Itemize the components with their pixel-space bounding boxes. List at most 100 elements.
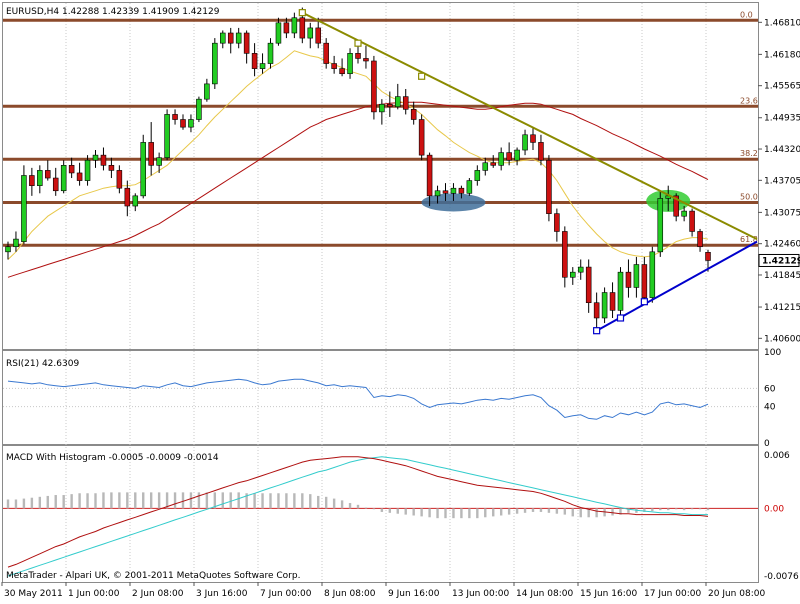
candle-body xyxy=(522,134,528,151)
rsi-label: RSI(21) 42.6309 xyxy=(6,359,79,369)
candle-body xyxy=(204,83,210,100)
price-tick-label: 1.42460 xyxy=(764,240,800,250)
candle-body xyxy=(267,42,274,64)
downtrend-line xyxy=(301,11,758,240)
macd-main-line xyxy=(7,456,709,568)
candle-body xyxy=(100,154,107,166)
candle-body xyxy=(434,190,441,197)
candle-body xyxy=(482,162,489,171)
candle-body xyxy=(92,154,99,161)
price-tick-label: 1.40600 xyxy=(764,334,800,344)
macd-histogram-bar xyxy=(245,493,248,509)
macd-histogram-bar xyxy=(70,494,73,509)
time-tick-label: 8 Jun 08:00 xyxy=(324,589,376,599)
macd-histogram-bar xyxy=(452,508,455,519)
candle-body xyxy=(681,210,687,217)
candle-body xyxy=(601,292,608,319)
macd-histogram-bar xyxy=(110,492,113,509)
candle-body xyxy=(5,246,11,253)
time-tick-label: 7 Jun 00:00 xyxy=(260,589,312,599)
time-tick-label: 3 Jun 16:00 xyxy=(196,589,248,599)
macd-histogram-bar xyxy=(372,508,376,510)
candle-body xyxy=(60,165,67,192)
candle-body xyxy=(474,170,481,181)
trend-layer xyxy=(298,9,758,335)
macd-histogram-bar xyxy=(579,508,582,518)
macd-histogram-bar xyxy=(348,503,352,509)
candle-body xyxy=(506,152,512,161)
macd-histogram-bar xyxy=(420,508,423,517)
candle-body xyxy=(323,42,329,64)
candle-body xyxy=(275,22,282,44)
macd-histogram-bar xyxy=(388,508,392,513)
candle-body xyxy=(132,195,139,207)
macd-histogram-bar xyxy=(229,492,232,509)
macd-histogram-bar xyxy=(484,508,487,518)
macd-histogram-bar xyxy=(149,492,153,509)
price-tick-label: 1.44935 xyxy=(764,114,800,124)
candle-body xyxy=(697,231,703,248)
candle-body xyxy=(363,58,369,62)
candle-body xyxy=(379,103,385,113)
candle-body xyxy=(410,109,417,120)
downtrend-anchor xyxy=(418,72,426,80)
macd-level-label: 0.006 xyxy=(764,451,790,461)
macd-histogram-bar xyxy=(492,508,495,517)
time-tick-label: 15 Jun 16:00 xyxy=(580,589,637,599)
candle-body xyxy=(609,292,616,311)
uptrend-anchor xyxy=(593,327,601,335)
uptrend-anchor xyxy=(640,298,648,306)
time-tick-label: 1 Jun 00:00 xyxy=(68,589,120,599)
ma-short-line xyxy=(7,50,709,260)
macd-histogram-bar xyxy=(189,492,193,509)
candle-body xyxy=(649,251,656,298)
candle-body xyxy=(371,60,377,113)
macd-histogram-bar xyxy=(356,504,360,509)
macd-histogram-bar xyxy=(30,497,34,509)
candle-body xyxy=(530,134,536,143)
macd-histogram-bar xyxy=(253,493,256,509)
candle-body xyxy=(442,190,449,194)
macd-histogram-bar xyxy=(261,493,264,509)
macd-panel xyxy=(2,445,759,583)
price-tick-label: 1.43075 xyxy=(764,208,800,218)
macd-histogram-bar xyxy=(62,495,65,509)
candle-body xyxy=(546,159,552,214)
candle-body xyxy=(585,266,592,304)
fib-level-label: 61.8 xyxy=(740,235,758,244)
candle-body xyxy=(387,103,393,108)
current-price-box xyxy=(758,253,800,267)
macd-histogram-bar xyxy=(706,508,710,511)
rsi-level-label: 100 xyxy=(764,348,781,358)
rsi-level-label: 0 xyxy=(764,439,770,449)
macd-histogram-bar xyxy=(380,508,384,512)
macd-histogram-bar xyxy=(221,492,224,509)
macd-histogram-bar xyxy=(667,508,670,511)
time-tick-label: 20 Jun 08:00 xyxy=(708,589,765,599)
macd-histogram-bar xyxy=(38,496,42,509)
candle-body xyxy=(140,142,146,197)
candle-body xyxy=(490,162,496,166)
candle-body xyxy=(339,68,345,75)
time-tick-label: 9 Jun 16:00 xyxy=(388,589,440,599)
candle-body xyxy=(625,271,632,288)
price-tick-label: 1.44320 xyxy=(764,145,800,155)
candle-body xyxy=(156,157,162,166)
macd-histogram-bar xyxy=(515,508,519,514)
macd-level-label: -0.0076 xyxy=(764,572,799,582)
macd-histogram-bar xyxy=(173,492,177,509)
macd-histogram-bar xyxy=(468,508,471,519)
candle-body xyxy=(108,165,115,171)
macd-histogram-bar xyxy=(301,493,304,509)
macd-level-label: 0.00 xyxy=(764,504,784,514)
macd-histogram-bar xyxy=(213,492,217,509)
macd-histogram-bar xyxy=(627,508,630,513)
macd-histogram-bar xyxy=(102,492,105,509)
macd-histogram-bar xyxy=(6,499,10,509)
candle-body xyxy=(426,154,433,197)
candle-body xyxy=(124,187,131,207)
time-tick-label: 30 May 2011 xyxy=(4,589,63,599)
grid-layer xyxy=(65,3,707,582)
